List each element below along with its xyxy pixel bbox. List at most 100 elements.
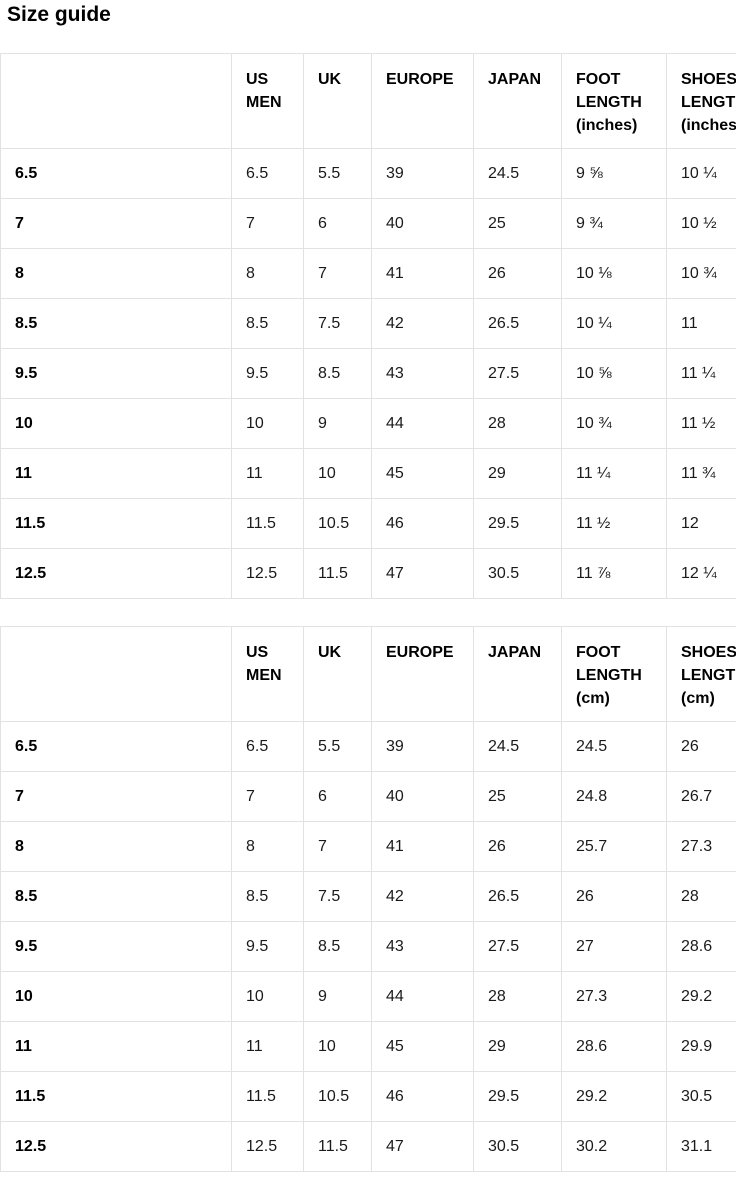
table-cell: 26.7 <box>666 771 736 822</box>
table-cell: 10 <box>303 1021 372 1072</box>
table-cell: 26 <box>473 248 562 299</box>
table-row: 12.5 12.5 11.5 47 30.5 30.2 31.1 <box>0 1121 736 1172</box>
table-cell: 12 ¼ <box>666 548 736 599</box>
table-cell: 10 <box>231 398 304 449</box>
row-label: 9.5 <box>0 921 232 972</box>
table-row: 11 11 10 45 29 28.6 29.9 <box>0 1021 736 1072</box>
table-cell: 9 ¾ <box>561 198 667 249</box>
table-cell: 28 <box>473 398 562 449</box>
table-cell: 11 ¾ <box>666 448 736 499</box>
row-label: 8 <box>0 248 232 299</box>
table-cell: 26.5 <box>473 871 562 922</box>
row-label: 8.5 <box>0 871 232 922</box>
table-cell: 11.5 <box>231 498 304 549</box>
table-row: 11.5 11.5 10.5 46 29.5 11 ½ 12 <box>0 498 736 549</box>
table-cell: 40 <box>371 198 474 249</box>
table-cell: 11.5 <box>231 1071 304 1122</box>
table-cell: 39 <box>371 148 474 199</box>
table-cell: 24.5 <box>473 148 562 199</box>
column-header: SHOES LENGTH (inches) <box>666 53 736 149</box>
size-table-inches: US MEN UK EUROPE JAPAN FOOT LENGTH (inches) S… <box>0 53 736 599</box>
table-cell: 12.5 <box>231 1121 304 1172</box>
table-row: 11 11 10 45 29 11 ¼ 11 ¾ <box>0 448 736 499</box>
table-cell: 27.3 <box>561 971 667 1022</box>
row-label: 11.5 <box>0 498 232 549</box>
table-cell: 10.5 <box>303 498 372 549</box>
row-label: 10 <box>0 398 232 449</box>
table-cell: 45 <box>371 448 474 499</box>
table-cell: 10 ½ <box>666 198 736 249</box>
table-cell: 9 <box>303 398 372 449</box>
size-table-inches-wrapper: US MEN UK EUROPE JAPAN FOOT LENGTH (inches) S… <box>0 53 736 599</box>
table-cell: 11 ½ <box>666 398 736 449</box>
table-cell: 28 <box>666 871 736 922</box>
row-label: 6.5 <box>0 148 232 199</box>
table-cell: 41 <box>371 821 474 872</box>
table-cell: 27.5 <box>473 348 562 399</box>
table-cell: 10 <box>231 971 304 1022</box>
column-header: US MEN <box>231 53 304 149</box>
column-header: FOOT LENGTH (inches) <box>561 53 667 149</box>
table-cell: 44 <box>371 971 474 1022</box>
table-cell: 25 <box>473 771 562 822</box>
table-row: 8 8 7 41 26 25.7 27.3 <box>0 821 736 872</box>
table-row: 6.5 6.5 5.5 39 24.5 9 ⅝ 10 ¼ <box>0 148 736 199</box>
table-cell: 10 ¼ <box>561 298 667 349</box>
table-cell: 28.6 <box>561 1021 667 1072</box>
table-cell: 8.5 <box>231 871 304 922</box>
table-cell: 6.5 <box>231 148 304 199</box>
table-cell: 5.5 <box>303 148 372 199</box>
table-cell: 29.2 <box>666 971 736 1022</box>
table-row: 10 10 9 44 28 10 ¾ 11 ½ <box>0 398 736 449</box>
page-title: Size guide <box>7 3 111 26</box>
table-cell: 27 <box>561 921 667 972</box>
table-cell: 29 <box>473 448 562 499</box>
column-header: EUROPE <box>371 626 474 722</box>
table-cell: 12 <box>666 498 736 549</box>
table-row: 8.5 8.5 7.5 42 26.5 26 28 <box>0 871 736 922</box>
table-cell: 47 <box>371 548 474 599</box>
table-cell: 11.5 <box>303 1121 372 1172</box>
row-label: 11 <box>0 1021 232 1072</box>
table-cell: 25 <box>473 198 562 249</box>
column-header: JAPAN <box>473 53 562 149</box>
column-header: UK <box>303 626 372 722</box>
table-cell: 11.5 <box>303 548 372 599</box>
table-row: 12.5 12.5 11.5 47 30.5 11 ⅞ 12 ¼ <box>0 548 736 599</box>
table-cell: 29.2 <box>561 1071 667 1122</box>
table-cell: 29.5 <box>473 498 562 549</box>
table-cell: 29 <box>473 1021 562 1072</box>
table-cell: 28.6 <box>666 921 736 972</box>
table-cell: 47 <box>371 1121 474 1172</box>
table-row: 10 10 9 44 28 27.3 29.2 <box>0 971 736 1022</box>
table-cell: 42 <box>371 871 474 922</box>
table-row: 7 7 6 40 25 9 ¾ 10 ½ <box>0 198 736 249</box>
row-label: 10 <box>0 971 232 1022</box>
table-cell: 7 <box>231 198 304 249</box>
table-cell: 26 <box>561 871 667 922</box>
table-cell: 29.9 <box>666 1021 736 1072</box>
table-cell: 11 <box>231 1021 304 1072</box>
table-cell: 7.5 <box>303 871 372 922</box>
column-header <box>0 53 232 149</box>
row-label: 12.5 <box>0 1121 232 1172</box>
row-label: 11 <box>0 448 232 499</box>
header-row: US MEN UK EUROPE JAPAN FOOT LENGTH (inches) S… <box>0 53 736 149</box>
table-cell: 11 <box>231 448 304 499</box>
row-label: 9.5 <box>0 348 232 399</box>
table-cell: 43 <box>371 348 474 399</box>
row-label: 7 <box>0 771 232 822</box>
row-label: 6.5 <box>0 721 232 772</box>
row-label: 11.5 <box>0 1071 232 1122</box>
table-cell: 9.5 <box>231 348 304 399</box>
table-cell: 11 ½ <box>561 498 667 549</box>
table-cell: 6 <box>303 771 372 822</box>
table-cell: 10 <box>303 448 372 499</box>
table-row: 8.5 8.5 7.5 42 26.5 10 ¼ 11 <box>0 298 736 349</box>
column-header: SHOES LENGTH (cm) <box>666 626 736 722</box>
table-row: 6.5 6.5 5.5 39 24.5 24.5 26 <box>0 721 736 772</box>
table-cell: 10 ⅛ <box>561 248 667 299</box>
table-cell: 39 <box>371 721 474 772</box>
table-cell: 10 ¾ <box>561 398 667 449</box>
